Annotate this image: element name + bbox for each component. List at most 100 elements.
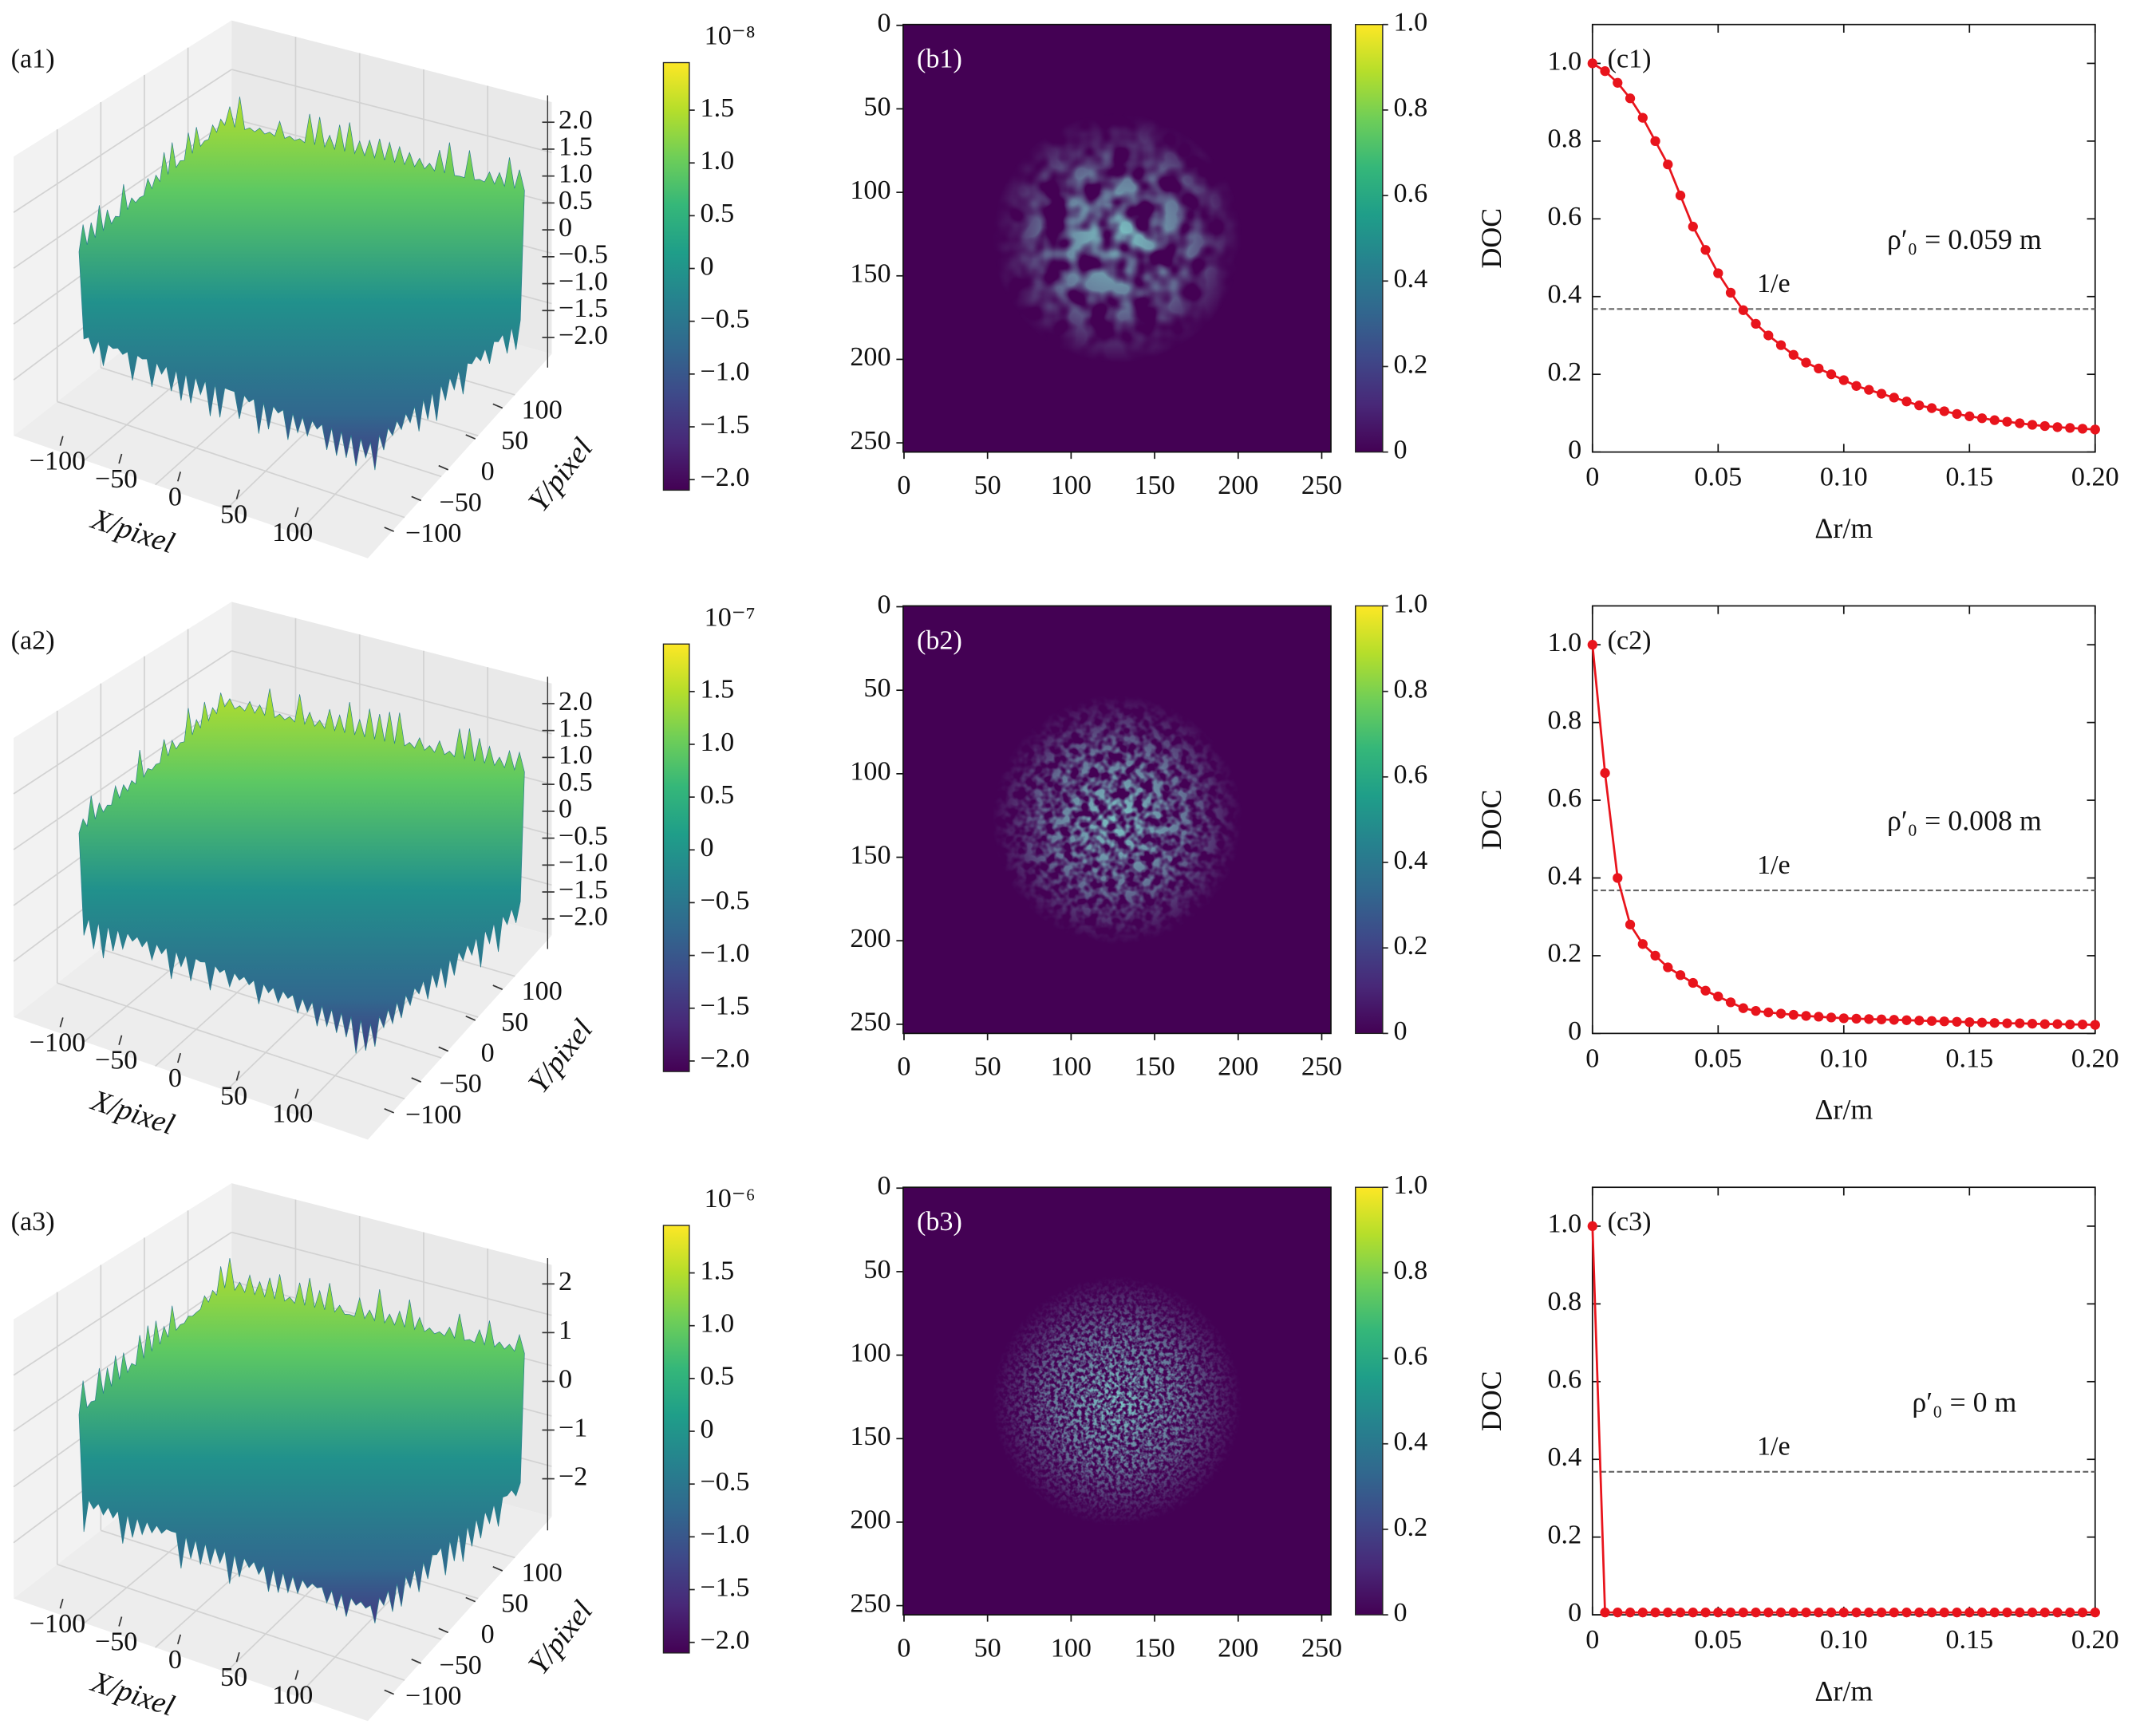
x-tick <box>176 1634 182 1645</box>
pane-grid <box>101 366 442 478</box>
colorbar-tick-label: 0.6 <box>1394 760 1428 790</box>
marker <box>2015 418 2025 428</box>
y-tick-label: 0.8 <box>1547 1287 1581 1316</box>
y-tick-label: 0.4 <box>1547 280 1581 310</box>
y-tick <box>492 984 503 991</box>
x-tick-label: −50 <box>95 1627 137 1656</box>
annotation: ρ′₀ = 0.008 m <box>1887 805 2042 837</box>
marker <box>1838 1013 1849 1024</box>
pane-grid <box>13 650 232 795</box>
colorbar-tick-label: 0.5 <box>701 199 735 228</box>
marker <box>1801 1608 1811 1618</box>
panel-label: (a1) <box>11 45 55 74</box>
marker <box>1688 1608 1698 1618</box>
marker <box>1625 919 1636 930</box>
marker <box>1889 393 1899 403</box>
x-tick-label: 0.10 <box>1820 1625 1868 1655</box>
y-tick-label: 50 <box>501 426 528 456</box>
marker <box>1914 1016 1925 1026</box>
y-tick-label: 150 <box>850 1422 890 1451</box>
z-tick-label: −0.5 <box>559 821 608 850</box>
marker <box>1725 997 1736 1008</box>
colorbar-tick-label: 0 <box>701 251 714 281</box>
x-tick-label: 250 <box>1301 1633 1342 1663</box>
marker <box>1751 1005 1761 1016</box>
z-tick-label: −2.0 <box>559 321 608 350</box>
x-tick <box>59 1598 64 1609</box>
x-tick-label: 200 <box>1218 1052 1258 1082</box>
marker <box>1889 1608 1899 1618</box>
marker <box>1788 1608 1798 1618</box>
colorbar <box>1355 24 1384 453</box>
marker <box>1801 357 1811 368</box>
marker <box>1826 1012 1837 1023</box>
x-tick-label: −50 <box>95 1046 137 1075</box>
x-tick <box>118 453 123 464</box>
x-axis-label: Δr/m <box>1814 1675 1873 1706</box>
marker <box>1926 403 1937 413</box>
x-tick-label: 0.15 <box>1945 463 1993 492</box>
colorbar-tick-label: 0.4 <box>1394 264 1428 294</box>
colorbar-tick-label: 0 <box>1394 435 1408 464</box>
y-tick-label: −100 <box>405 1100 461 1130</box>
marker <box>1989 1608 2000 1618</box>
z-tick-label: −1.0 <box>559 266 608 296</box>
x-tick-label: 0.10 <box>1820 463 1868 492</box>
x-tick-label: 0.20 <box>2071 1044 2119 1073</box>
colorbar-tick-label: 0.5 <box>701 780 735 810</box>
y-tick-label: 150 <box>850 259 890 289</box>
y-tick-label: −50 <box>439 1651 481 1680</box>
marker <box>1688 221 1698 232</box>
speckle <box>902 606 1332 1034</box>
y-tick <box>411 1077 422 1083</box>
colorbar-tick-label: 0.2 <box>1394 1513 1428 1542</box>
panel: 0 0.05 0.10 0.15 0.20 0 0.2 0.4 0.6 0.8 1.0 1/e ρ′₀ … <box>1475 23 2119 544</box>
panel-label: (b2) <box>917 625 962 655</box>
z-tick-label: 1 <box>559 1316 572 1345</box>
y-tick <box>384 527 395 532</box>
x-tick-label: 0 <box>897 471 910 500</box>
y-tick-label: 0.6 <box>1547 783 1581 813</box>
marker <box>2052 422 2063 432</box>
y-tick-label: 250 <box>850 426 890 456</box>
marker <box>1901 1015 1912 1025</box>
marker <box>1775 1008 1787 1019</box>
x-tick-label: −100 <box>30 1609 85 1639</box>
colorbar <box>662 1225 690 1654</box>
marker <box>1637 1608 1648 1618</box>
marker <box>1675 190 1686 201</box>
z-tick-label: 0 <box>559 213 572 243</box>
z-tick-label: −1.5 <box>559 875 608 905</box>
x-tick-label: 0 <box>897 1633 910 1663</box>
y-axis-label: Y/pixel <box>523 1595 600 1680</box>
marker <box>1663 1608 1673 1618</box>
marker <box>2027 420 2038 430</box>
surface <box>78 97 525 471</box>
x-axis-label: X/pixel <box>86 503 179 560</box>
y-tick-label: 0 <box>1568 1598 1581 1628</box>
colorbar-tick-label: 1.5 <box>701 1256 735 1285</box>
y-tick-label: −100 <box>405 519 461 548</box>
marker <box>1613 873 1623 883</box>
y-tick-label: −50 <box>439 1069 481 1099</box>
z-tick-label: 0.5 <box>559 186 593 215</box>
x-tick-label: 150 <box>1134 471 1175 500</box>
colorbar-tick-label: 0.2 <box>1394 349 1428 379</box>
x-tick-label: 250 <box>1301 1052 1342 1082</box>
y-tick-label: 100 <box>522 395 563 424</box>
colorbar-tick-label: 0.8 <box>1394 674 1428 704</box>
marker <box>1725 1608 1736 1618</box>
y-tick <box>438 464 449 471</box>
marker <box>1763 1608 1774 1618</box>
marker <box>1851 1013 1862 1024</box>
z-tick-label: −2.0 <box>559 902 608 932</box>
marker <box>1976 1017 1988 1028</box>
marker <box>1801 1011 1811 1021</box>
marker <box>1637 939 1648 949</box>
reference-label: 1/e <box>1757 1432 1791 1462</box>
marker <box>1788 1009 1798 1020</box>
colorbar <box>662 643 690 1072</box>
colorbar-tick-label: −1.0 <box>701 357 750 387</box>
